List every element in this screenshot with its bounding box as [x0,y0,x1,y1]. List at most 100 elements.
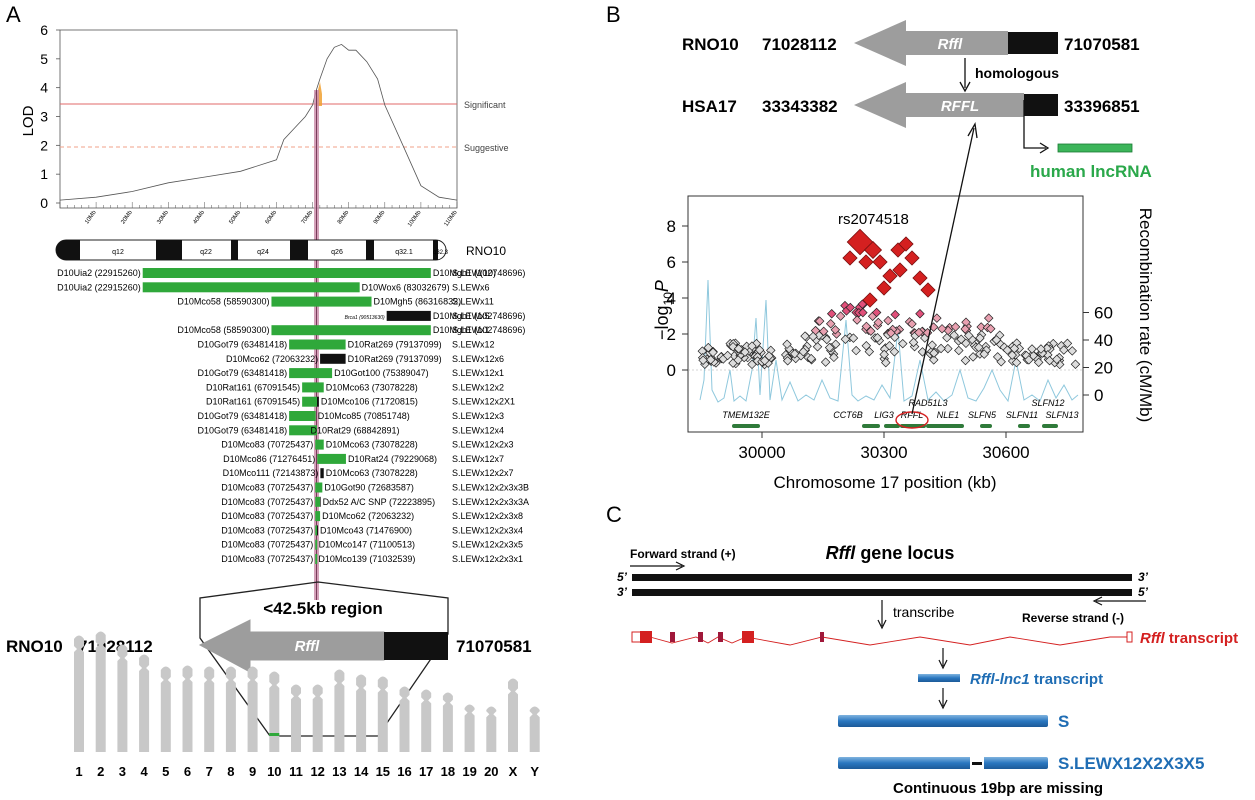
strain-left-marker: D10Got79 (63481418) [198,340,288,350]
lz-yleft-label: 8 [667,217,676,236]
lz-top-snp-point [882,268,898,284]
strain-bar [289,368,333,379]
chromosome-label: X [509,764,518,779]
lz-snp-point [996,356,1006,367]
lz-yright-label: 20 [1094,359,1113,378]
strain-name: S.LEWx6 [452,282,490,292]
lz-snp-point [722,350,733,361]
strain-right-marker: D10Got90 (72683587) [324,483,414,493]
lod-chart: LOD 0 1 2 3 4 5 6 10Mb 20Mb 30Mb 40Mb 50Mb 60Mb 70Mb… [20,22,509,228]
lz-gene-label: SLFN11 [1006,410,1038,420]
lz-snp-point [1062,338,1073,349]
strain-left-marker: D10Mco86 (71276451) [223,454,315,464]
lz-snp-point [889,346,900,357]
lod-ytick-label: 0 [40,195,48,211]
lz-snp-point [1009,343,1020,354]
strain-right-marker: D10Got100 (75389047) [334,368,429,378]
lz-snp-point [1067,346,1077,356]
strain-left-marker: D10Mco83 (70725437) [221,483,313,493]
lz-gene-bar [926,424,964,428]
x5-bar [838,757,1048,769]
lz-gene-bar [732,424,760,428]
lod-ylabel: LOD [20,105,37,136]
strain-left-marker: D10Got79 (63481418) [198,411,288,421]
rno10-end-b: 71070581 [1064,35,1140,54]
svg-text:q32.3: q32.3 [433,250,449,256]
lz-xtick-label: 30600 [982,443,1029,462]
lz-gene-bar [1018,424,1030,428]
rno10-start-a: 71028112 [78,637,153,656]
lz-snp-point [740,347,750,357]
lod-ytick-label: 3 [40,109,48,125]
strain-right-marker: D10Mco43 (71476900) [320,525,412,535]
strain-right-marker: D10Rat269 (79137099) [348,340,442,350]
lz-snp-point [840,334,851,345]
lz-snp-point [845,302,856,313]
lz-top-snp-point [858,254,874,270]
strain-right-marker: D10Mco139 (71032539) [318,554,415,564]
strain-name: S.LEWx12x2x3x3A [452,497,529,507]
strain-right-marker: D10Mco63 (73078228) [326,440,418,450]
lz-snp-point [708,347,718,358]
strain-bar [302,396,317,407]
strain-bar-black [317,525,318,536]
strain-left-marker: D10Mco83 (70725437) [221,497,313,507]
chromosome-label: 20 [484,764,498,779]
rffl-human-utr [1024,94,1058,116]
lz-top-snp-point [863,240,883,260]
lz-snp-point [976,322,986,332]
chromosome-6 [182,665,193,752]
strain-right-marker: D10Mco147 (71100513) [319,540,415,550]
lz-snp-point [960,324,970,334]
chromosome-7 [204,666,215,752]
lz-snp-point [890,309,900,320]
lz-gene-label: CCT6B [833,410,863,420]
lz-snp-point [733,355,743,365]
lz-snp-point [1042,343,1052,354]
lz-snp-point [703,342,713,353]
lz-frame [687,195,1084,433]
chromosome-label: 3 [119,764,126,779]
chromosome-label: 2 [97,764,104,779]
lz-snp-point [835,311,846,321]
strain-name: S.LEWx12x2x3x3B [452,483,529,493]
lz-snp-point [928,355,939,365]
lz-gene-bar [980,424,992,428]
lz-snp-point [1002,345,1013,355]
chromosome-label: 9 [249,764,256,779]
recombination-rate-line [699,279,1079,403]
strain-bar-black [317,396,319,407]
lz-gene-bar [862,424,880,428]
lz-snp-point [927,340,937,350]
strain-name: S.LEWx12x2x3x1 [452,554,523,564]
strain-left-marker: D10Mco83 (70725437) [221,525,313,535]
lz-snp-point [848,333,859,343]
lz-snp-point [886,328,896,338]
lz-snp-point [929,348,939,358]
strain-right-marker: D10Mco106 (71720815) [321,397,418,407]
strain-right-marker: D10Rat29 (68842891) [310,425,399,435]
lncrna-bar [1057,143,1133,153]
forward-strand-label: Forward strand (+) [630,547,736,561]
strain-right-marker: D10Mco85 (70851748) [318,411,410,421]
hsa17-chrom: HSA17 [682,97,737,116]
svg-text:q26: q26 [331,249,343,256]
lz-yleft-label: −log10P [652,280,675,340]
chromosome-20 [486,706,497,752]
reverse-strand-label: Reverse strand (-) [1022,611,1124,625]
lz-gene-bar [884,424,900,428]
lz-snp-point [808,331,818,342]
strain-bar [271,325,431,336]
strain-name: S.LEWx5 [452,311,490,321]
suggestive-label: Suggestive [464,143,509,153]
chromosome-4 [139,654,150,752]
lz-snp-point [879,349,889,360]
svg-text:q24: q24 [257,249,269,256]
lz-top-snp-point [842,250,858,266]
chromosome-15 [377,676,388,752]
strain-bar [302,382,324,393]
five-prime-bottom: 5’ [1138,585,1149,599]
lz-snp-point [949,330,959,340]
strain-bar [315,525,317,536]
lz-snp-point [1070,359,1081,370]
